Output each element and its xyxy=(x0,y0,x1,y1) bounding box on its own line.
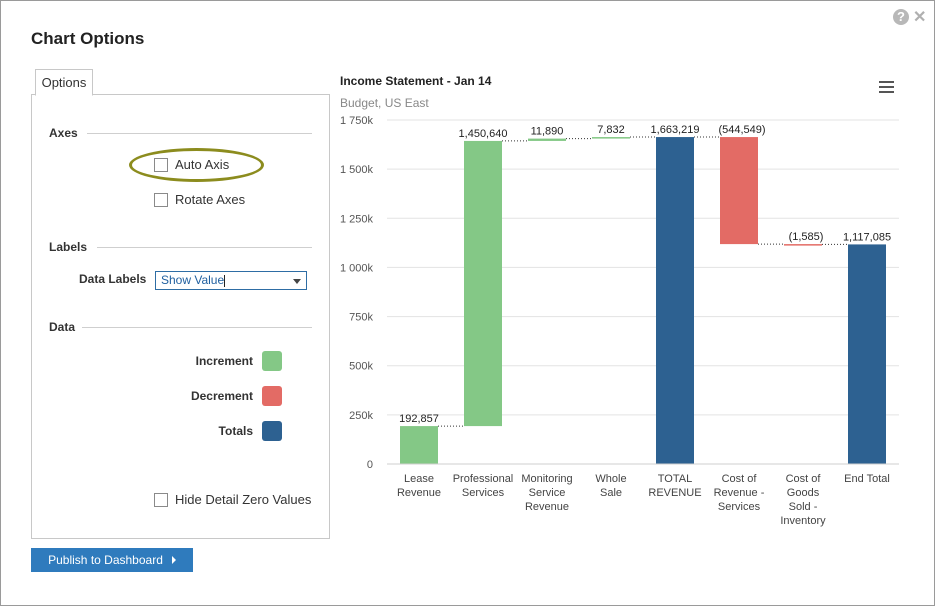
legend-decrement: Decrement xyxy=(32,386,282,406)
y-tick-label: 750k xyxy=(349,312,373,324)
decrement-color-swatch[interactable] xyxy=(262,386,282,406)
bar-increment xyxy=(464,140,502,427)
legend-totals-label: Totals xyxy=(218,424,253,438)
category-label: End Total xyxy=(844,473,890,485)
category-label: Cost of xyxy=(722,473,758,485)
legend-totals: Totals xyxy=(32,421,282,441)
axes-heading: Axes xyxy=(49,126,78,140)
hamburger-menu-icon[interactable] xyxy=(879,81,894,93)
category-label: Professional xyxy=(453,473,514,485)
y-tick-label: 1 000k xyxy=(340,262,374,274)
data-labels-value: Show Value xyxy=(161,273,225,287)
text-cursor xyxy=(224,274,226,287)
bar-increment xyxy=(400,426,438,464)
bar-increment xyxy=(528,138,566,141)
category-label: TOTAL xyxy=(658,473,692,485)
legend-increment-label: Increment xyxy=(195,354,253,368)
publish-label: Publish to Dashboard xyxy=(48,553,163,567)
category-label: Services xyxy=(462,487,505,499)
chart-subtitle: Budget, US East xyxy=(340,96,429,110)
category-label: Goods xyxy=(787,487,820,499)
category-label: Revenue xyxy=(525,501,569,513)
legend-increment: Increment xyxy=(32,351,282,371)
data-labels-label: Data Labels xyxy=(79,272,147,286)
y-tick-label: 0 xyxy=(367,459,373,471)
rotate-axes-checkbox[interactable]: Rotate Axes xyxy=(154,192,245,207)
data-label: (544,549) xyxy=(718,124,765,136)
category-label: Revenue - xyxy=(714,487,765,499)
category-label: REVENUE xyxy=(648,487,701,499)
checkbox-box[interactable] xyxy=(154,492,168,507)
increment-color-swatch[interactable] xyxy=(262,351,282,371)
category-label: Lease xyxy=(404,473,434,485)
category-label: Inventory xyxy=(780,515,826,527)
data-divider xyxy=(82,327,312,328)
category-label: Sold - xyxy=(789,501,818,513)
data-label: 1,450,640 xyxy=(459,128,508,140)
data-label: 1,663,219 xyxy=(651,124,700,136)
totals-color-swatch[interactable] xyxy=(262,421,282,441)
category-label: Whole xyxy=(595,473,626,485)
bar-increment xyxy=(592,137,630,139)
y-tick-label: 1 750k xyxy=(340,115,374,127)
y-tick-label: 1 500k xyxy=(340,164,374,176)
data-label: 1,117,085 xyxy=(843,231,891,243)
close-icon[interactable]: ✕ xyxy=(913,9,927,26)
y-tick-label: 500k xyxy=(349,361,373,373)
category-label: Service xyxy=(529,487,566,499)
data-label: 7,832 xyxy=(597,124,625,136)
hide-zero-values-label: Hide Detail Zero Values xyxy=(175,492,312,507)
chart-title: Income Statement - Jan 14 xyxy=(340,74,492,88)
help-icon[interactable]: ? xyxy=(893,9,909,25)
caret-right-icon xyxy=(171,556,176,564)
data-labels-select[interactable]: Show Value xyxy=(155,271,307,290)
bar-decrement xyxy=(720,137,758,245)
bar-decrement xyxy=(784,244,822,246)
y-tick-label: 250k xyxy=(349,410,373,422)
category-label: Monitoring xyxy=(521,473,572,485)
options-panel: Axes Auto Axis Rotate Axes Labels Data L… xyxy=(31,94,330,539)
data-heading: Data xyxy=(49,320,76,334)
category-label: Revenue xyxy=(397,487,441,499)
checkbox-box[interactable] xyxy=(154,192,168,207)
labels-heading: Labels xyxy=(49,240,88,254)
data-label: 11,890 xyxy=(531,126,564,138)
category-label: Cost of xyxy=(786,473,822,485)
data-label: 192,857 xyxy=(399,413,439,425)
highlight-annotation xyxy=(129,148,264,182)
labels-divider xyxy=(97,247,312,248)
publish-to-dashboard-button[interactable]: Publish to Dashboard xyxy=(31,548,193,572)
bar-total xyxy=(656,137,694,465)
y-tick-label: 1 250k xyxy=(340,213,374,225)
chevron-down-icon[interactable] xyxy=(293,279,301,284)
dialog-title: Chart Options xyxy=(31,29,145,48)
category-label: Services xyxy=(718,501,761,513)
auto-axis-label: Auto Axis xyxy=(175,157,230,172)
axes-divider xyxy=(87,133,312,134)
category-label: Sale xyxy=(600,487,622,499)
hide-zero-values-checkbox[interactable]: Hide Detail Zero Values xyxy=(154,492,311,507)
data-label: (1,585) xyxy=(789,231,824,243)
legend-decrement-label: Decrement xyxy=(190,389,253,403)
rotate-axes-label: Rotate Axes xyxy=(175,192,246,207)
tab-options[interactable]: Options xyxy=(35,69,93,96)
checkbox-box[interactable] xyxy=(154,157,168,172)
auto-axis-checkbox[interactable]: Auto Axis xyxy=(154,157,229,172)
bar-total xyxy=(848,244,886,464)
